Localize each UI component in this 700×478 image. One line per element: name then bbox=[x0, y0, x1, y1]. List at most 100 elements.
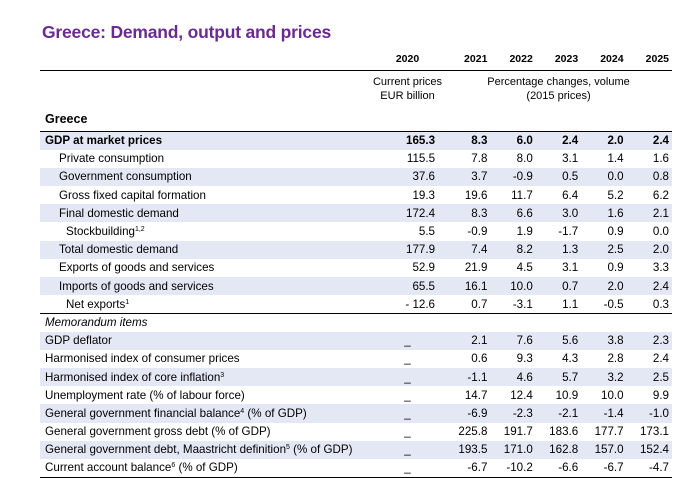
table-row: Imports of goods and services 65.5 16.1 10.… bbox=[40, 277, 672, 296]
unit-2020-line2: EUR billion bbox=[380, 90, 435, 102]
unit-pct-line2: (2015 prices) bbox=[526, 90, 591, 102]
row-label-suffix: (% of GDP) bbox=[175, 461, 238, 475]
cell-2024: 157.0 bbox=[581, 440, 627, 459]
cell-2021: 2.1 bbox=[445, 331, 491, 350]
cell-2025: 0.0 bbox=[652, 225, 669, 239]
row-label: Government consumption bbox=[40, 167, 371, 187]
cell-2024: -1.4 bbox=[581, 404, 627, 423]
row-label: Net exports1 bbox=[40, 295, 370, 313]
table-row: GDP deflator _ 2.1 7.6 5.6 3.8 2.3 bbox=[40, 331, 672, 350]
row-label-text: Harmonised index of consumer prices bbox=[45, 352, 240, 366]
cell-2022: 171.0 bbox=[490, 440, 536, 459]
cell-2025: 173.1 bbox=[639, 425, 669, 439]
year-header-2024: 2024 bbox=[581, 48, 627, 71]
row-label-text: Government consumption bbox=[59, 170, 192, 184]
cell-2022: 11.7 bbox=[511, 188, 533, 202]
cell-2024: 5.2 bbox=[607, 188, 624, 202]
row-label-text: GDP deflator bbox=[45, 334, 112, 348]
row-label: General government financial balance4 (%… bbox=[40, 404, 371, 423]
cell-2021: 8.3 bbox=[445, 204, 491, 223]
cell-2020: _ bbox=[370, 331, 446, 350]
cell-2024: 0.9 bbox=[607, 261, 624, 275]
table-row: Exports of goods and services 52.9 21.9 4.5… bbox=[40, 259, 672, 277]
year-header-2020: 2020 bbox=[370, 48, 446, 71]
footnote-marker: 5 bbox=[286, 444, 290, 452]
cell-2020: 19.3 bbox=[412, 188, 436, 202]
cell-2024: 2.0 bbox=[581, 130, 627, 150]
unit-label-pct: Percentage changes, volume (2015 prices) bbox=[445, 71, 672, 132]
row-label-text: Private consumption bbox=[59, 152, 165, 166]
table-row: GDP at market prices 165.3 8.3 6.0 2.4 2.0 2.4 bbox=[40, 130, 672, 150]
demand-output-prices-table: 2020 2021 2022 2023 2024 2025 Greece Cur… bbox=[40, 48, 672, 478]
cell-2020: 37.6 bbox=[370, 167, 446, 187]
row-label-text: General government gross debt (% of GDP) bbox=[45, 425, 271, 439]
cell-2021: 225.8 bbox=[458, 425, 488, 439]
cell-2020: _ bbox=[370, 440, 446, 459]
cell-2022: 10.0 bbox=[490, 277, 536, 296]
cell-2025: 9.9 bbox=[652, 388, 669, 402]
row-label: Unemployment rate (% of labour force) bbox=[40, 386, 370, 404]
row-label-text: Final domestic demand bbox=[59, 206, 179, 220]
cell-2022: 8.2 bbox=[490, 240, 536, 259]
table-row: Stockbuilding1,2 5.5 -0.9 1.9 -1.7 0.9 0.0 bbox=[40, 222, 672, 240]
cell-2020: 172.4 bbox=[370, 204, 446, 223]
cell-2021: -0.9 bbox=[467, 225, 488, 239]
cell-2025: 6.2 bbox=[652, 188, 669, 202]
cell-2020: - 12.6 bbox=[405, 297, 436, 311]
cell-2021: 7.4 bbox=[445, 240, 491, 259]
row-label: GDP deflator bbox=[40, 331, 371, 350]
cell-2023: -1.7 bbox=[558, 225, 579, 239]
row-label-text: Net exports bbox=[66, 297, 126, 311]
row-label: Total domestic demand bbox=[40, 240, 371, 259]
cell-2020: 65.5 bbox=[370, 277, 446, 296]
row-label-text: Harmonised index of core inflation bbox=[45, 370, 221, 384]
row-label: Imports of goods and services bbox=[40, 277, 371, 296]
cell-2023: 1.3 bbox=[535, 240, 582, 259]
row-label-text: General government debt, Maastricht defi… bbox=[45, 443, 287, 457]
cell-2024: 3.2 bbox=[581, 367, 627, 387]
unit-2020-line1: Current prices bbox=[372, 76, 443, 88]
table-row: General government financial balance4 (%… bbox=[40, 404, 672, 423]
row-label-text: Unemployment rate (% of labour force) bbox=[45, 388, 245, 402]
row-label: Final domestic demand bbox=[40, 204, 371, 223]
table-row: General government gross debt (% of GDP)… bbox=[40, 423, 672, 441]
table-row: Current account balance6 (% of GDP) _ -6.7… bbox=[40, 458, 672, 478]
cell-2022: 9.3 bbox=[516, 352, 533, 366]
cell-2022: 7.6 bbox=[490, 331, 536, 350]
cell-2022: 6.6 bbox=[490, 204, 536, 223]
row-label: GDP at market prices bbox=[40, 130, 371, 150]
cell-2021: -6.9 bbox=[445, 404, 491, 423]
cell-2023: 162.8 bbox=[535, 440, 582, 459]
footnote-marker: 4 bbox=[240, 407, 245, 415]
cell-2022: -10.2 bbox=[490, 458, 536, 478]
cell-2025: 2.3 bbox=[626, 331, 672, 350]
cell-2021: 21.9 bbox=[464, 261, 488, 275]
cell-2023: 1.1 bbox=[562, 297, 579, 311]
cell-2022: 4.5 bbox=[516, 261, 533, 275]
unit-pct-line1: Percentage changes, volume bbox=[487, 76, 630, 88]
cell-2024: 2.5 bbox=[581, 240, 627, 259]
cell-2025: 3.3 bbox=[652, 261, 669, 275]
row-label-text: GDP at market prices bbox=[45, 134, 163, 148]
cell-2025: 2.1 bbox=[626, 204, 672, 223]
footnote-marker: 3 bbox=[220, 371, 225, 379]
cell-2021: 0.6 bbox=[471, 352, 488, 366]
cell-2022: -3.1 bbox=[512, 297, 533, 311]
cell-2024: 1.4 bbox=[607, 152, 624, 166]
cell-2025: 0.3 bbox=[652, 297, 669, 311]
row-label: Harmonised index of consumer prices bbox=[40, 350, 370, 368]
cell-2021: 8.3 bbox=[445, 130, 491, 150]
row-label: Gross fixed capital formation bbox=[40, 186, 370, 204]
table-row: Final domestic demand 172.4 8.3 6.6 3.0 1.6 2.… bbox=[40, 204, 672, 223]
cell-2023: -6.6 bbox=[535, 458, 582, 478]
cell-2020: _ bbox=[370, 458, 446, 478]
year-header-2022: 2022 bbox=[490, 48, 536, 71]
cell-2024: -6.7 bbox=[581, 458, 627, 478]
row-label: Harmonised index of core inflation3 bbox=[40, 367, 371, 387]
cell-2023: 0.7 bbox=[535, 277, 582, 296]
footnote-marker: 1,2 bbox=[134, 226, 145, 234]
cell-2021: 7.8 bbox=[471, 152, 488, 166]
cell-2020: _ bbox=[370, 404, 446, 423]
cell-2025: 2.4 bbox=[652, 352, 669, 366]
table-row: Harmonised index of core inflation3 _ -1.1… bbox=[40, 367, 672, 387]
